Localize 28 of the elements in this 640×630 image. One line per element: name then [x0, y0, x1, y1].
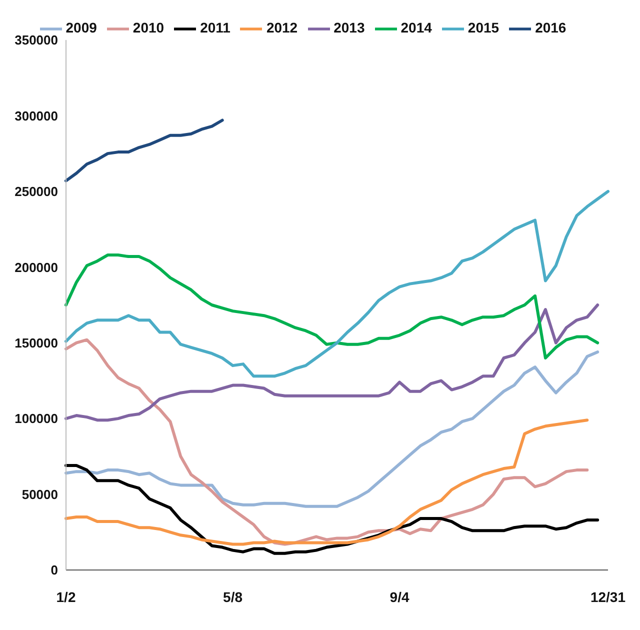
- line-series: [64, 254, 600, 360]
- legend-label: 2016: [535, 20, 566, 36]
- y-tick-label: 50000: [22, 486, 58, 502]
- line-series: [64, 464, 600, 555]
- line-series: [64, 338, 589, 546]
- line-series: [64, 418, 589, 546]
- legend-label: 2010: [132, 20, 164, 36]
- legend-label: 2012: [266, 20, 298, 36]
- legend-label: 2011: [200, 20, 230, 36]
- x-tick-label: 5/8: [223, 588, 243, 605]
- y-tick-label: 200000: [14, 260, 58, 275]
- line-series: [64, 118, 224, 182]
- x-tick-label: 1/2: [56, 588, 76, 605]
- legend-label: 2009: [66, 20, 97, 36]
- y-tick-label: 350000: [14, 32, 58, 48]
- y-tick-label: 0: [50, 562, 58, 578]
- line-series: [64, 350, 600, 508]
- line-series: [64, 304, 600, 422]
- y-tick-label: 300000: [14, 108, 58, 124]
- x-tick-label: 9/4: [390, 588, 410, 605]
- legend-label: 2014: [400, 20, 432, 36]
- legend-label: 2015: [468, 20, 500, 36]
- line-series: [64, 190, 610, 378]
- legend-label: 2013: [334, 20, 365, 36]
- y-tick-label: 250000: [14, 184, 58, 200]
- y-tick-label: 150000: [14, 335, 58, 350]
- x-tick-label: 12/31: [590, 588, 626, 605]
- y-tick-label: 100000: [14, 411, 58, 426]
